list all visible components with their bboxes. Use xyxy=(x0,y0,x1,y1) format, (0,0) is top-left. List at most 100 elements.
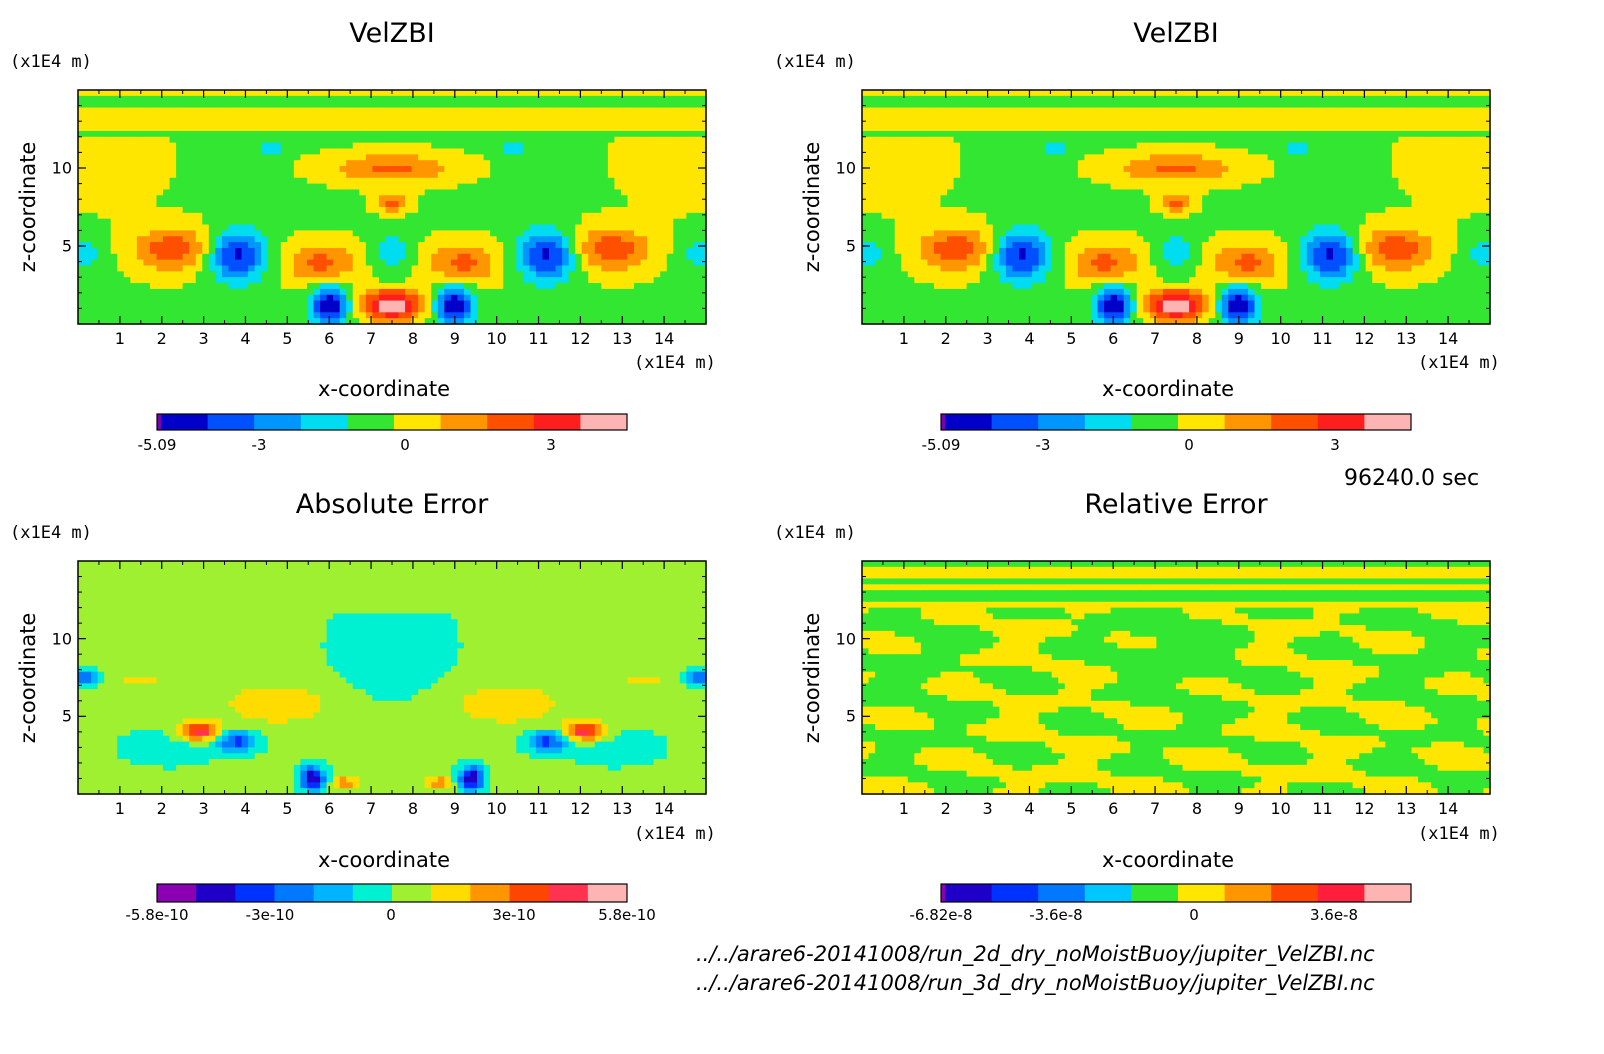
heatmap-cell xyxy=(450,218,459,226)
heatmap-cell xyxy=(614,201,622,208)
heatmap-cell xyxy=(300,247,308,255)
heatmap-cell xyxy=(117,312,125,319)
heatmap-cell xyxy=(293,288,302,296)
heatmap-cell xyxy=(228,306,236,313)
heatmap-cell xyxy=(1012,177,1020,185)
heatmap-cell xyxy=(620,166,629,173)
heatmap-cell xyxy=(496,166,504,173)
heatmap-cell xyxy=(601,253,609,261)
heatmap-cell xyxy=(261,218,269,226)
heatmap-cell xyxy=(992,107,1000,114)
heatmap-cell xyxy=(509,294,517,302)
heatmap-cell xyxy=(992,288,1000,296)
heatmap-cell xyxy=(490,207,498,214)
heatmap-cell xyxy=(966,160,974,167)
heatmap-cell xyxy=(463,288,472,296)
heatmap-cell xyxy=(1019,201,1027,208)
heatmap-cell xyxy=(503,242,511,249)
heatmap-cell xyxy=(176,107,184,114)
heatmap-cell xyxy=(287,113,295,120)
heatmap-cell xyxy=(555,183,563,191)
heatmap-cell xyxy=(477,189,485,196)
heatmap-cell xyxy=(960,277,968,284)
heatmap-cell xyxy=(293,207,302,214)
heatmap-cell xyxy=(907,148,915,155)
heatmap-cell xyxy=(640,142,648,150)
heatmap-cell xyxy=(634,318,642,325)
heatmap-cell xyxy=(431,253,439,261)
heatmap-cell xyxy=(346,294,354,302)
heatmap-cell xyxy=(267,207,275,214)
heatmap-cell xyxy=(84,306,92,313)
heatmap-cell xyxy=(261,177,269,185)
heatmap-cell xyxy=(627,142,635,150)
heatmap-cell xyxy=(673,259,681,267)
heatmap-cell xyxy=(483,160,491,167)
heatmap-cell xyxy=(1012,107,1020,114)
heatmap-cell xyxy=(313,171,321,179)
heatmap-cell xyxy=(333,154,341,161)
heatmap-cell xyxy=(156,224,164,231)
heatmap-cell xyxy=(280,183,288,191)
heatmap-cell xyxy=(457,288,465,296)
heatmap-cell xyxy=(182,119,190,126)
heatmap-cell xyxy=(470,306,478,313)
heatmap-cell xyxy=(333,95,341,103)
heatmap-cell xyxy=(562,207,570,214)
heatmap-cell xyxy=(940,265,948,272)
heatmap-cell xyxy=(163,130,171,138)
heatmap-cell xyxy=(581,195,589,202)
heatmap-cell xyxy=(215,95,223,103)
heatmap-cell xyxy=(78,318,86,325)
heatmap-cell xyxy=(888,312,896,319)
heatmap-cell xyxy=(444,142,452,150)
x-tick-label: 6 xyxy=(324,329,335,348)
heatmap-cell xyxy=(110,95,118,103)
heatmap-cell xyxy=(522,253,530,261)
heatmap-cell xyxy=(868,183,876,191)
heatmap-cell xyxy=(549,283,557,290)
heatmap-cell xyxy=(679,271,687,278)
heatmap-cell xyxy=(235,154,243,161)
heatmap-cell xyxy=(568,218,576,226)
heatmap-cell xyxy=(581,265,589,272)
heatmap-cell xyxy=(215,247,223,255)
heatmap-cell xyxy=(509,189,517,196)
heatmap-cell xyxy=(235,207,243,214)
heatmap-cell xyxy=(287,212,295,220)
heatmap-cell xyxy=(78,230,86,237)
heatmap-cell xyxy=(359,306,367,313)
heatmap-cell xyxy=(614,294,622,302)
heatmap-cell xyxy=(868,247,876,255)
heatmap-cell xyxy=(123,212,131,220)
heatmap-cell xyxy=(405,207,413,214)
heatmap-cell xyxy=(241,113,249,120)
heatmap-cell xyxy=(359,318,367,325)
heatmap-cell xyxy=(999,107,1007,114)
heatmap-cell xyxy=(463,230,472,237)
heatmap-cell xyxy=(333,253,341,261)
heatmap-cell xyxy=(888,224,896,231)
heatmap-cell xyxy=(862,125,870,132)
heatmap-cell xyxy=(143,166,151,173)
heatmap-cell xyxy=(973,230,981,237)
heatmap-cell xyxy=(333,294,341,302)
heatmap-cell xyxy=(261,171,269,179)
heatmap-cell xyxy=(679,318,687,325)
heatmap-cell xyxy=(208,125,216,132)
heatmap-cell xyxy=(149,318,158,325)
heatmap-cell xyxy=(627,247,635,255)
heatmap-cell xyxy=(470,294,478,302)
heatmap-cell xyxy=(104,300,112,308)
heatmap-cell xyxy=(966,154,974,161)
heatmap-cell xyxy=(411,236,419,243)
heatmap-cell xyxy=(418,148,426,155)
heatmap-cell xyxy=(130,90,138,97)
heatmap-cell xyxy=(555,177,563,185)
heatmap-cell xyxy=(640,119,648,126)
heatmap-cell xyxy=(189,212,197,220)
heatmap-cell xyxy=(601,224,609,231)
heatmap-cell xyxy=(509,306,517,313)
heatmap-cell xyxy=(241,148,249,155)
heatmap-cell xyxy=(575,195,583,202)
